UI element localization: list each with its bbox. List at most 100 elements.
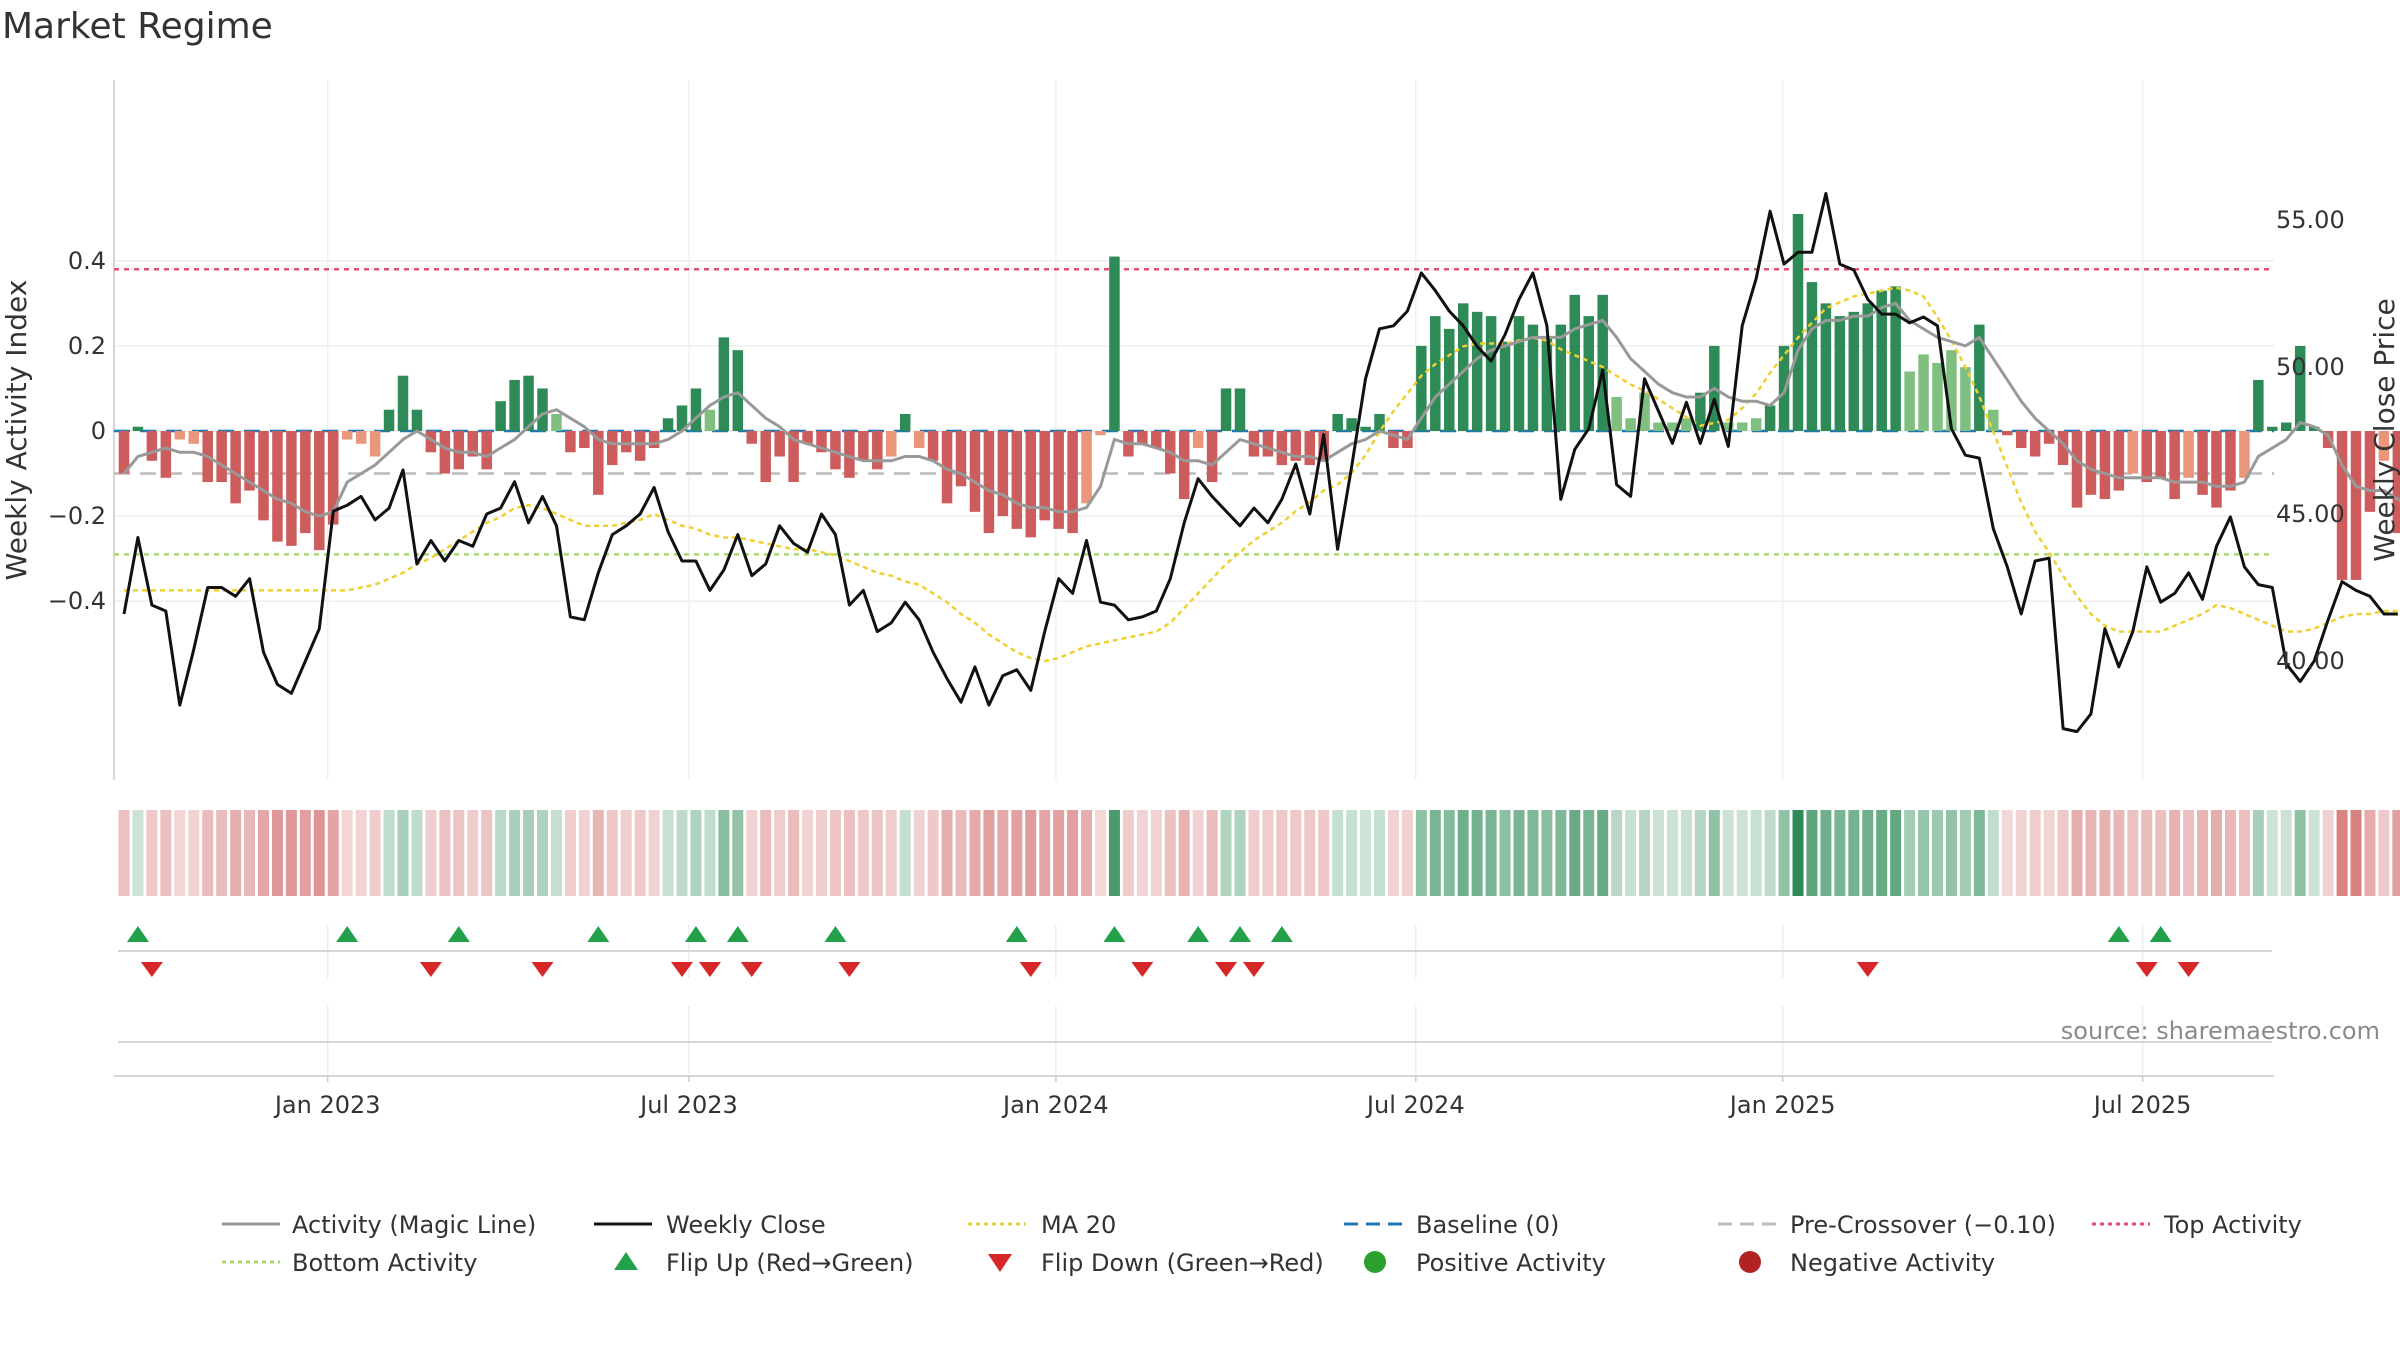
activity-bar xyxy=(314,431,325,551)
activity-bar xyxy=(1723,422,1734,431)
activity-bar xyxy=(1178,431,1190,500)
legend-item-magic: Activity (Magic Line) xyxy=(222,1211,536,1239)
flip-up-marker xyxy=(2149,926,2172,942)
activity-bar xyxy=(2015,431,2027,449)
activity-bar xyxy=(411,409,423,431)
regime-strip-cell xyxy=(2392,810,2400,896)
regime-strip-cell xyxy=(1862,810,1874,896)
x-tick-label: Jan 2025 xyxy=(1728,1091,1836,1119)
regime-strip-cell xyxy=(2113,810,2125,896)
activity-bar xyxy=(481,431,492,470)
weekly-close-line xyxy=(122,192,2398,734)
regime-strip-cell xyxy=(2350,810,2362,896)
activity-bar xyxy=(1820,303,1832,431)
regime-strip-cell xyxy=(425,810,437,896)
regime-strip-cell xyxy=(146,810,158,896)
regime-strip-cell xyxy=(1401,810,1413,896)
legend: Activity (Magic Line) Weekly Close MA 20… xyxy=(222,1211,2302,1277)
regime-strip-cell xyxy=(1011,810,1023,896)
activity-bar xyxy=(1025,431,1036,538)
activity-bar xyxy=(899,413,911,431)
regime-strip-cell xyxy=(843,810,855,896)
regime-strip-cell xyxy=(857,810,869,896)
regime-strip-cell xyxy=(397,810,409,896)
regime-strip-cell xyxy=(1150,810,1162,896)
left-tick-label: −0.2 xyxy=(48,502,106,530)
regime-strip-cell xyxy=(2015,810,2027,896)
activity-bar xyxy=(1862,303,1873,431)
regime-strip-cell xyxy=(1806,810,1818,896)
regime-strip-cell xyxy=(1318,810,1330,896)
flip-down-marker xyxy=(2135,962,2158,977)
regime-strip-cell xyxy=(1108,810,1120,896)
activity-bar xyxy=(2113,431,2125,491)
regime-strip-cell xyxy=(2099,810,2111,896)
regime-strip-cell xyxy=(230,810,242,896)
regime-strip-cell xyxy=(271,810,283,896)
regime-strip-cell xyxy=(1890,810,1902,896)
regime-strip-cell xyxy=(160,810,172,896)
activity-bar xyxy=(2225,431,2236,491)
activity-bar xyxy=(1583,316,1594,431)
flip-down-marker xyxy=(838,962,861,977)
activity-bar xyxy=(788,431,799,483)
regime-strip-cell xyxy=(788,810,800,896)
activity-bar xyxy=(1360,426,1371,431)
activity-bar xyxy=(1541,337,1553,431)
activity-bar xyxy=(1988,409,1999,431)
flip-down-marker xyxy=(2177,962,2200,977)
activity-bar xyxy=(1569,294,1581,431)
activity-bar xyxy=(397,375,409,431)
regime-strip-cell xyxy=(1485,810,1497,896)
regime-strip xyxy=(118,810,2400,896)
activity-bar xyxy=(927,431,939,461)
legend-label-bottom: Bottom Activity xyxy=(292,1249,477,1277)
flip-up-marker xyxy=(1103,926,1126,942)
regime-strip-cell xyxy=(718,810,730,896)
activity-bar xyxy=(607,431,618,466)
flip-up-marker xyxy=(684,926,707,942)
activity-bar xyxy=(258,431,269,521)
regime-strip-cell xyxy=(1429,810,1441,896)
activity-bar xyxy=(1346,418,1357,431)
regime-strip-cell xyxy=(1778,810,1790,896)
regime-strip-cell xyxy=(118,810,130,896)
regime-strip-cell xyxy=(550,810,562,896)
activity-bar xyxy=(2364,431,2376,512)
activity-bar xyxy=(2071,431,2083,508)
regime-strip-cell xyxy=(1597,810,1609,896)
left-tick-label: 0 xyxy=(91,417,106,445)
regime-strip-cell xyxy=(216,810,228,896)
activity-bar xyxy=(983,431,995,534)
legend-item-flip-up: Flip Up (Red→Green) xyxy=(614,1249,914,1277)
regime-strip-cell xyxy=(2183,810,2195,896)
activity-bar xyxy=(537,388,548,431)
regime-strip-cell xyxy=(1499,810,1511,896)
regime-strip-cell xyxy=(188,810,200,896)
activity-bar xyxy=(1625,418,1636,431)
regime-strip-cell xyxy=(1680,810,1692,896)
y-axis-right-label: Weekly Close Price xyxy=(2368,298,2400,561)
regime-strip-cell xyxy=(2211,810,2222,896)
right-tick-label: 55.00 xyxy=(2276,206,2345,234)
activity-bar xyxy=(676,405,688,431)
regime-strip-cell xyxy=(1736,810,1748,896)
regime-strip-cell xyxy=(495,810,507,896)
regime-strip-cell xyxy=(1750,810,1762,896)
flip-up-marker xyxy=(824,926,847,942)
activity-bar xyxy=(523,375,534,431)
activity-bar xyxy=(662,418,674,431)
activity-bar xyxy=(844,431,855,478)
activity-bar xyxy=(746,431,757,444)
activity-bar xyxy=(1053,431,1064,529)
activity-bar xyxy=(1848,311,1860,431)
activity-bar xyxy=(118,431,130,474)
regime-strip-cell xyxy=(327,810,339,896)
legend-item-close: Weekly Close xyxy=(594,1211,826,1239)
regime-strip-cell xyxy=(2280,810,2292,896)
flip-panel-grid xyxy=(326,925,2144,1074)
activity-bar xyxy=(1597,294,1608,431)
flip-down-marker xyxy=(1131,962,1154,977)
regime-strip-cell xyxy=(1666,810,1678,896)
activity-bar xyxy=(1137,431,1148,444)
